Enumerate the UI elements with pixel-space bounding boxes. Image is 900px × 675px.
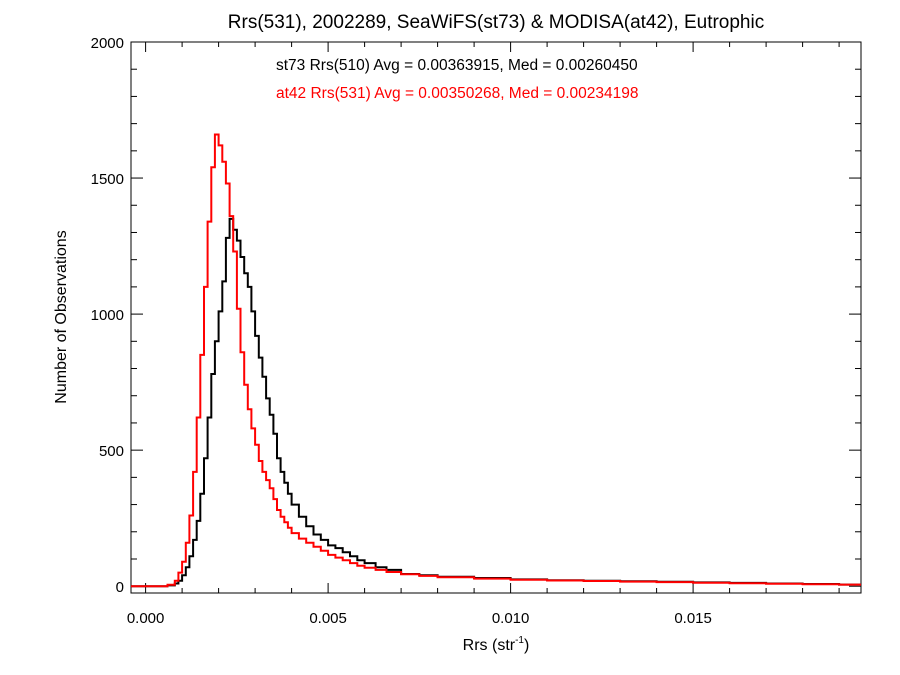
y-tick-label-2: 1000 [91,307,124,324]
x-tick-label-1: 0.005 [309,610,347,627]
y-tick-label-0: 0 [116,579,124,596]
x-tick-labels: 0.000 0.005 0.010 0.015 [127,610,712,627]
plot-frame [130,41,862,594]
x-axis-label-main: Rrs (str [463,637,516,654]
x-axis-label-close: ) [524,637,529,654]
axis-ticks [131,41,861,593]
y-axis-label: Number of Observations [53,230,70,403]
x-axis-label: Rrs (str-1) [463,635,530,654]
y-tick-label-3: 1500 [91,171,124,188]
annotation-2: at42 Rrs(531) Avg = 0.00350268, Med = 0.… [276,85,639,102]
x-tick-label-2: 0.010 [492,610,530,627]
y-tick-label-4: 2000 [91,35,124,52]
series-layer [131,133,861,588]
annotation-1: st73 Rrs(510) Avg = 0.00363915, Med = 0.… [276,57,638,74]
y-tick-label-1: 500 [99,443,124,460]
x-tick-label-3: 0.015 [674,610,712,627]
y-tick-labels: 0 500 1000 1500 2000 [91,35,124,596]
x-axis-label-sup: -1 [515,635,524,646]
x-tick-label-0: 0.000 [127,610,165,627]
series-line-1 [131,133,861,588]
series-line-0 [131,217,861,588]
chart-title: Rrs(531), 2002289, SeaWiFS(st73) & MODIS… [228,12,764,33]
